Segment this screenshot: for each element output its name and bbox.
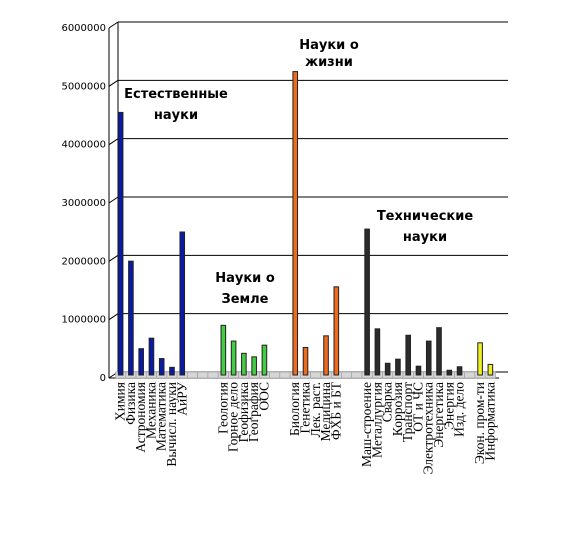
bar bbox=[230, 340, 237, 376]
bar bbox=[384, 362, 391, 376]
y-tick-label: 2000000 bbox=[61, 256, 106, 267]
gridline-depth bbox=[108, 313, 119, 321]
floor-segment bbox=[269, 371, 281, 379]
bar bbox=[251, 356, 257, 376]
x-tick-label: Лек. раст. bbox=[308, 382, 323, 437]
bar bbox=[364, 228, 370, 376]
bar bbox=[405, 334, 412, 376]
bar bbox=[117, 111, 124, 376]
group-annotation: Земле bbox=[221, 292, 268, 307]
x-tick-label: Медицина bbox=[318, 382, 333, 441]
group-annotation: науки bbox=[154, 108, 198, 123]
x-tick-label: Электротехника bbox=[421, 382, 436, 475]
y-tick-label: 6000000 bbox=[61, 23, 106, 34]
x-tick-label: ОТ и ЧС bbox=[410, 382, 425, 432]
x-tick-label: ФХБ и БТ bbox=[328, 381, 343, 440]
x-tick-label: Энергетика bbox=[431, 382, 446, 448]
gridline-depth bbox=[108, 254, 119, 262]
x-tick-label: Энергия bbox=[441, 382, 456, 430]
bar bbox=[138, 348, 144, 376]
gridline-depth bbox=[108, 196, 119, 204]
x-tick-label: Механика bbox=[143, 382, 158, 439]
y-tick-label: 4000000 bbox=[61, 140, 106, 151]
floor-segment bbox=[351, 371, 363, 379]
bar bbox=[446, 369, 453, 376]
y-tick-label: 0 bbox=[100, 373, 106, 384]
x-tick-label: Коррозия bbox=[390, 382, 405, 436]
group-annotation: науки bbox=[403, 230, 447, 245]
group-annotation: жизни bbox=[305, 55, 353, 70]
bar bbox=[302, 347, 309, 376]
bar bbox=[128, 260, 134, 376]
x-tick-label: Геология bbox=[215, 382, 230, 434]
bar bbox=[436, 327, 442, 376]
x-tick-label: Изд. дело bbox=[452, 382, 467, 437]
floor-segment bbox=[187, 371, 198, 379]
bar bbox=[179, 231, 186, 376]
x-tick-label: Геофизика bbox=[236, 382, 251, 442]
bar bbox=[456, 366, 463, 376]
bar bbox=[487, 363, 494, 376]
bar bbox=[169, 366, 175, 376]
bar bbox=[241, 352, 247, 376]
x-tick-label: Транспорт bbox=[400, 382, 415, 442]
bar bbox=[415, 365, 422, 376]
x-tick-label: Генетика bbox=[298, 382, 313, 433]
x-tick-label: Физика bbox=[123, 382, 138, 425]
x-tick-label: Математика bbox=[154, 382, 169, 451]
x-tick-label: Астрономия bbox=[133, 382, 148, 453]
floor-segment bbox=[310, 371, 322, 379]
floor-segment bbox=[341, 371, 353, 379]
x-tick-label: Горное дело bbox=[226, 382, 241, 452]
bar bbox=[395, 358, 401, 376]
x-tick-label: Экон. пром-ти bbox=[472, 382, 487, 464]
x-tick-label: Химия bbox=[113, 382, 128, 421]
gridline-depth bbox=[108, 79, 119, 87]
gridline-depth bbox=[108, 138, 119, 146]
floor-segment bbox=[197, 371, 209, 379]
bar bbox=[425, 340, 432, 376]
y-tick-label: 5000000 bbox=[61, 81, 106, 92]
x-tick-label: АиРУ bbox=[174, 382, 189, 416]
bar bbox=[148, 337, 155, 376]
group-annotation: Науки о bbox=[299, 38, 359, 53]
bar bbox=[220, 324, 227, 376]
x-tick-label: Биология bbox=[287, 382, 302, 436]
bar bbox=[292, 71, 299, 376]
x-tick-label: Маш-строение bbox=[359, 382, 374, 467]
bar bbox=[158, 358, 165, 376]
bar bbox=[261, 344, 268, 376]
y-tick-label: 1000000 bbox=[61, 315, 106, 326]
group-annotation: Науки о bbox=[215, 271, 275, 286]
x-tick-label: ООС bbox=[256, 382, 271, 411]
floor-segment bbox=[207, 371, 219, 379]
x-tick-label: Металлургия bbox=[369, 382, 384, 458]
bar bbox=[374, 328, 381, 376]
x-tick-label: География bbox=[246, 382, 261, 442]
x-tick-label: Вычисл. науки bbox=[164, 382, 179, 467]
gridline-depth bbox=[108, 21, 119, 29]
floor-segment bbox=[279, 371, 291, 379]
group-annotation: Естественные bbox=[124, 87, 228, 102]
x-tick-label: Информатика bbox=[482, 382, 497, 461]
bar bbox=[477, 342, 483, 376]
bar bbox=[333, 286, 340, 376]
bar bbox=[323, 335, 329, 376]
floor-segment bbox=[464, 371, 476, 379]
group-annotation: Технические bbox=[377, 209, 474, 224]
x-tick-label: Сварка bbox=[380, 382, 395, 422]
y-tick-label: 3000000 bbox=[61, 198, 106, 209]
